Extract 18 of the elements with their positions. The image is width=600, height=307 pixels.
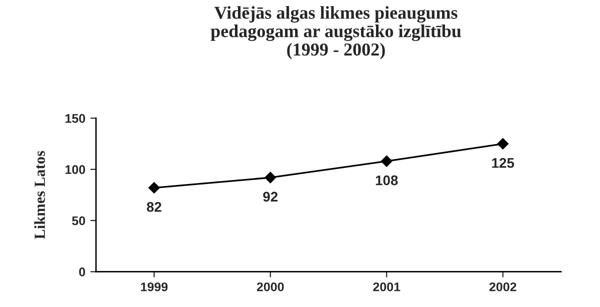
data-label: 82	[146, 202, 162, 212]
point	[381, 156, 392, 167]
chart-title: Vidējās algas likmes pieaugums pedagogam ar augstāko izglītību (1999 - 2002)	[210, 6, 462, 60]
y-tick-label: 50	[72, 216, 86, 226]
data-label: 92	[263, 192, 278, 202]
y-tick-label: 0	[79, 267, 86, 276]
point	[148, 182, 160, 194]
point	[264, 172, 276, 184]
x-tick-label: 2002	[489, 282, 516, 292]
y-axis-title: Likmes Latos	[34, 150, 45, 240]
point	[497, 138, 508, 150]
data-label: 125	[492, 158, 514, 168]
x-tick-label: 2001	[373, 282, 400, 292]
y-tick-label: 100	[66, 165, 86, 174]
x-tick-label: 1999	[141, 282, 168, 292]
y-tick-label: 150	[66, 114, 86, 123]
x-tick-label: 2000	[256, 282, 284, 292]
data-label: 108	[376, 175, 398, 186]
